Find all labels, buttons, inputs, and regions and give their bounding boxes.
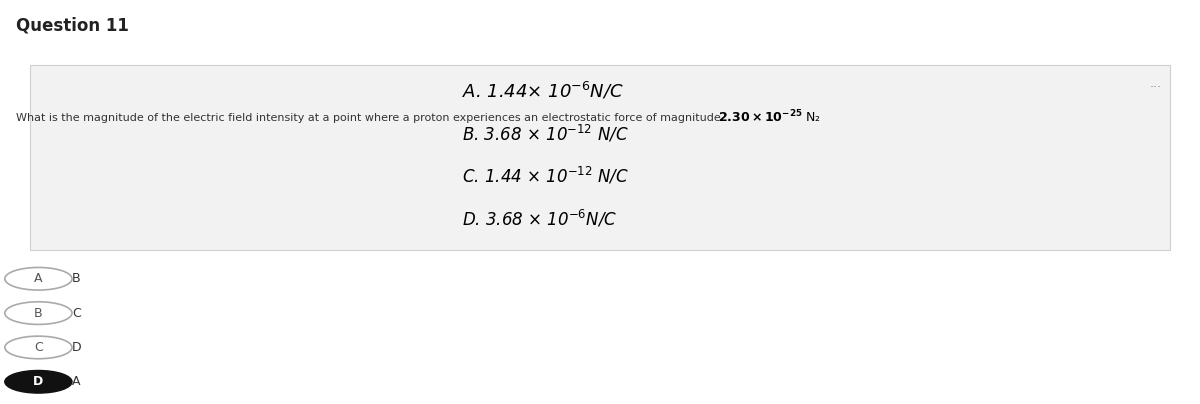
Text: B: B: [72, 272, 80, 285]
Text: B: B: [34, 307, 43, 320]
Text: D. 3.68 × 10$^{-6}$N/C: D. 3.68 × 10$^{-6}$N/C: [462, 208, 618, 229]
Text: C. 1.44 × 10$^{-12}$ N/C: C. 1.44 × 10$^{-12}$ N/C: [462, 166, 629, 187]
Circle shape: [5, 267, 72, 290]
Text: ...: ...: [1150, 77, 1162, 90]
Text: D: D: [72, 341, 82, 354]
Text: Question 11: Question 11: [16, 16, 128, 34]
Circle shape: [5, 336, 72, 359]
Text: C: C: [72, 307, 80, 320]
FancyBboxPatch shape: [30, 65, 1170, 250]
Circle shape: [5, 302, 72, 324]
Circle shape: [5, 370, 72, 393]
Text: $\mathbf{2.30 \times 10^{-25}}$ N₂: $\mathbf{2.30 \times 10^{-25}}$ N₂: [718, 109, 821, 126]
Text: D: D: [34, 375, 43, 388]
Text: B. 3.68 × 10$^{-12}$ N/C: B. 3.68 × 10$^{-12}$ N/C: [462, 123, 629, 144]
Text: What is the magnitude of the electric field intensity at a point where a proton : What is the magnitude of the electric fi…: [16, 113, 724, 123]
Text: A: A: [72, 375, 80, 388]
Text: A. 1.44× 10$^{-6}$N/C: A. 1.44× 10$^{-6}$N/C: [462, 81, 624, 102]
Text: A: A: [34, 272, 43, 285]
Text: C: C: [34, 341, 43, 354]
